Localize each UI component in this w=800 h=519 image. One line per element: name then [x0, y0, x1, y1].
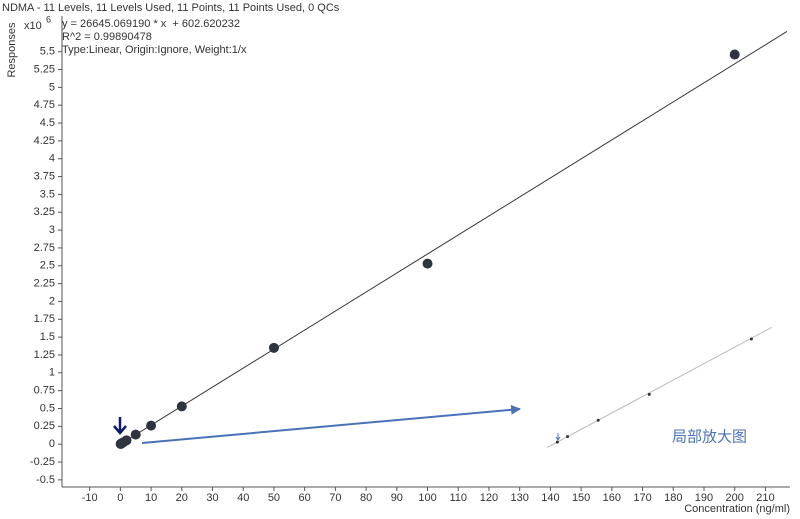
inset-label: 局部放大图: [672, 428, 747, 446]
x-tick-label: 80: [360, 492, 372, 504]
data-point: [130, 429, 141, 440]
y-tick-label: 4.25: [34, 135, 55, 147]
x-tick-label: 110: [449, 492, 467, 504]
fit-line: [546, 326, 773, 449]
y-axis-label: Responses: [6, 22, 18, 78]
y-multiplier-exponent: 6: [46, 14, 51, 24]
equation: y = 26645.069190 * x + 602.620232: [62, 18, 240, 30]
x-tick-label: 210: [756, 492, 774, 504]
data-point: [176, 401, 187, 412]
x-tick-label: 130: [511, 492, 529, 504]
y-tick-label: 3.25: [34, 206, 55, 218]
data-point: [555, 440, 559, 444]
x-tick-label: 160: [603, 492, 621, 504]
data-point: [268, 342, 279, 353]
y-tick-label: 1.75: [34, 313, 55, 325]
y-tick-label: 1.5: [40, 331, 55, 343]
y-tick-label: 2.5: [40, 260, 55, 272]
x-tick-label: 40: [237, 492, 249, 504]
r-squared: R^2 = 0.99890478: [62, 31, 152, 43]
x-tick-label: 100: [418, 492, 436, 504]
x-tick-label: 20: [176, 492, 188, 504]
x-tick-label: 90: [391, 492, 403, 504]
y-tick-label: 5.25: [34, 63, 55, 75]
y-tick-label: 2.25: [34, 278, 55, 290]
inset-marker-arrow: [555, 433, 561, 441]
y-tick-label: -0.5: [36, 474, 55, 486]
y-tick-label: 3.75: [34, 170, 55, 182]
x-tick-label: 150: [572, 492, 590, 504]
y-tick-label: 3.5: [40, 188, 55, 200]
x-tick-label: 120: [480, 492, 498, 504]
y-tick-label: -0.25: [30, 456, 55, 468]
x-tick-label: 10: [145, 492, 157, 504]
chart-title: NDMA - 11 Levels, 11 Levels Used, 11 Poi…: [2, 2, 340, 14]
data-point: [729, 49, 740, 60]
data-point: [422, 258, 433, 269]
x-tick-label: -10: [82, 492, 98, 504]
x-tick-label: 70: [329, 492, 341, 504]
x-tick-label: 170: [633, 492, 651, 504]
y-tick-label: 1.25: [34, 349, 55, 361]
data-point: [146, 420, 157, 431]
x-tick-label: 140: [541, 492, 559, 504]
y-multiplier: x10: [24, 20, 42, 32]
y-tick-label: 5: [49, 81, 55, 93]
y-tick-label: 0.75: [34, 385, 55, 397]
x-tick-label: 30: [206, 492, 218, 504]
x-tick-label: 180: [664, 492, 682, 504]
y-tick-label: 4.5: [40, 117, 55, 129]
y-tick-label: 5.5: [40, 46, 55, 58]
x-axis-label: Concentration (ng/ml): [684, 503, 790, 515]
data-point: [596, 418, 600, 422]
y-tick-label: 3: [49, 224, 55, 236]
y-tick-label: 0: [49, 438, 55, 450]
x-tick-label: 0: [117, 492, 123, 504]
fit-line: [117, 31, 788, 447]
zoom-arrow: [141, 404, 521, 444]
y-tick-label: 1: [49, 367, 55, 379]
x-tick-label: 50: [268, 492, 280, 504]
y-tick-label: 0.25: [34, 420, 55, 432]
y-tick-label: 2.75: [34, 242, 55, 254]
data-point: [749, 337, 753, 341]
data-point: [566, 435, 570, 439]
x-tick-label: 190: [695, 492, 713, 504]
x-tick-label: 60: [299, 492, 311, 504]
y-tick-label: 0.5: [40, 402, 55, 414]
fit-type: Type:Linear, Origin:Ignore, Weight:1/x: [62, 44, 247, 56]
data-point: [647, 392, 651, 396]
y-tick-label: 2: [49, 295, 55, 307]
y-tick-label: 4.75: [34, 99, 55, 111]
data-point: [121, 435, 132, 446]
y-tick-label: 4: [49, 153, 55, 165]
marker-arrow: [113, 417, 127, 435]
x-tick-label: 200: [726, 492, 744, 504]
